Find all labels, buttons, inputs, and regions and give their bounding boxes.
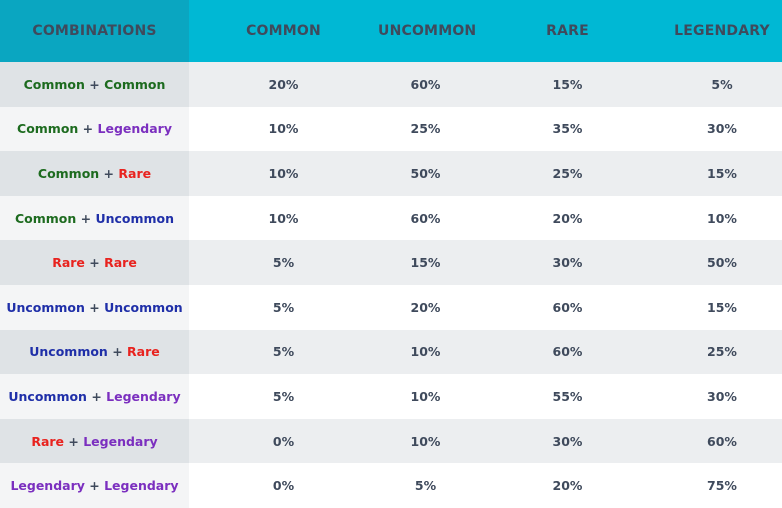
combination-second-rarity: Legendary	[104, 478, 179, 494]
combination-first-rarity: Uncommon	[29, 344, 108, 360]
combination-second-rarity: Rare	[127, 344, 160, 360]
rare-chance-cell: 35%	[473, 106, 662, 152]
table-row: Common + Rare 10% 50% 25% 15%	[0, 151, 782, 196]
combination-cell: Common + Common	[0, 62, 189, 107]
combination-second-rarity: Rare	[104, 255, 137, 271]
common-chance-cell: 10%	[189, 106, 378, 152]
legendary-chance-cell: 25%	[662, 329, 782, 375]
table-row: Legendary + Legendary 0% 5% 20% 75%	[0, 463, 782, 508]
common-chance-cell: 5%	[189, 284, 378, 330]
common-chance-cell: 10%	[189, 151, 378, 196]
common-chance-cell: 20%	[189, 62, 378, 107]
combination-first-rarity: Legendary	[10, 478, 85, 494]
combination-cell: Common + Rare	[0, 151, 189, 196]
rare-chance-cell: 20%	[473, 195, 662, 241]
combination-second-rarity: Legendary	[106, 388, 181, 404]
legendary-chance-cell: 30%	[662, 106, 782, 152]
combination-first-rarity: Uncommon	[8, 388, 87, 404]
combination-first-rarity: Common	[17, 121, 79, 137]
common-chance-cell: 10%	[189, 195, 378, 241]
uncommon-chance-cell: 5%	[378, 463, 473, 508]
rare-chance-cell: 60%	[473, 284, 662, 330]
header-legendary: LEGENDARY	[662, 0, 782, 62]
combination-cell: Uncommon + Legendary	[0, 374, 189, 419]
combination-cell: Uncommon + Rare	[0, 329, 189, 375]
combination-cell: Rare + Legendary	[0, 418, 189, 464]
combination-cell: Uncommon + Uncommon	[0, 284, 189, 330]
legendary-chance-cell: 10%	[662, 195, 782, 241]
rare-chance-cell: 15%	[473, 62, 662, 107]
combination-first-rarity: Common	[23, 76, 85, 92]
combination-first-rarity: Rare	[31, 433, 65, 449]
table-row: Rare + Rare 5% 15% 30% 50%	[0, 240, 782, 285]
table-body: Common + Common 20% 60% 15% 5% Common + Legen…	[0, 62, 782, 508]
table-row: Uncommon + Uncommon 5% 20% 60% 15%	[0, 284, 782, 330]
rare-chance-cell: 30%	[473, 418, 662, 464]
combination-second-rarity: Rare	[118, 165, 152, 181]
header-rare: RARE	[473, 0, 662, 62]
rare-chance-cell: 55%	[473, 374, 662, 419]
table-row: Uncommon + Legendary 5% 10% 55% 30%	[0, 374, 782, 419]
table-row: Rare + Legendary 0% 10% 30% 60%	[0, 418, 782, 464]
combination-plus: +	[84, 299, 105, 315]
combination-cell: Rare + Rare	[0, 240, 189, 285]
combination-first-rarity: Common	[37, 165, 100, 181]
combination-second-rarity: Legendary	[97, 121, 172, 137]
combination-plus: +	[84, 478, 105, 494]
table-row: Common + Common 20% 60% 15% 5%	[0, 62, 782, 107]
legendary-chance-cell: 30%	[662, 374, 782, 419]
rare-chance-cell: 20%	[473, 463, 662, 508]
combination-plus: +	[107, 344, 128, 360]
uncommon-chance-cell: 25%	[378, 106, 473, 152]
legendary-chance-cell: 15%	[662, 151, 782, 196]
uncommon-chance-cell: 60%	[378, 62, 473, 107]
table-row: Common + Legendary 10% 25% 35% 30%	[0, 106, 782, 152]
legendary-chance-cell: 15%	[662, 284, 782, 330]
table-header: COMBINATIONS COMMON UNCOMMON RARE LEGEND…	[0, 0, 782, 62]
common-chance-cell: 0%	[189, 418, 378, 464]
rare-chance-cell: 60%	[473, 329, 662, 375]
table-row: Common + Uncommon 10% 60% 20% 10%	[0, 195, 782, 241]
combination-plus: +	[78, 121, 98, 137]
uncommon-chance-cell: 15%	[378, 240, 473, 285]
header-uncommon: UNCOMMON	[378, 0, 476, 62]
header-common: COMMON	[189, 0, 378, 62]
header-row: COMBINATIONS COMMON UNCOMMON RARE LEGEND…	[0, 0, 782, 62]
combination-cell: Common + Legendary	[0, 106, 189, 152]
combination-plus: +	[84, 255, 105, 271]
uncommon-chance-cell: 50%	[378, 151, 473, 196]
combination-cell: Legendary + Legendary	[0, 463, 189, 508]
combination-first-rarity: Rare	[52, 255, 85, 271]
combination-second-rarity: Common	[104, 76, 166, 92]
combination-second-rarity: Legendary	[83, 433, 158, 449]
combination-plus: +	[64, 433, 84, 449]
common-chance-cell: 5%	[189, 374, 378, 419]
legendary-chance-cell: 5%	[662, 62, 782, 107]
combination-second-rarity: Uncommon	[95, 210, 175, 226]
uncommon-chance-cell: 10%	[378, 329, 473, 375]
legendary-chance-cell: 50%	[662, 240, 782, 285]
uncommon-chance-cell: 20%	[378, 284, 473, 330]
combination-second-rarity: Uncommon	[104, 299, 183, 315]
combination-plus: +	[86, 388, 107, 404]
legendary-chance-cell: 60%	[662, 418, 782, 464]
uncommon-chance-cell: 10%	[378, 374, 473, 419]
combination-plus: +	[99, 165, 119, 181]
combination-plus: +	[76, 210, 96, 226]
uncommon-chance-cell: 60%	[378, 195, 473, 241]
table-row: Uncommon + Rare 5% 10% 60% 25%	[0, 329, 782, 375]
legendary-chance-cell: 75%	[662, 463, 782, 508]
combination-cell: Common + Uncommon	[0, 195, 189, 241]
rare-chance-cell: 30%	[473, 240, 662, 285]
common-chance-cell: 0%	[189, 463, 378, 508]
combination-first-rarity: Common	[14, 210, 77, 226]
combination-plus: +	[84, 76, 105, 92]
common-chance-cell: 5%	[189, 240, 378, 285]
rare-chance-cell: 25%	[473, 151, 662, 196]
common-chance-cell: 5%	[189, 329, 378, 375]
header-combinations: COMBINATIONS	[0, 0, 189, 62]
uncommon-chance-cell: 10%	[378, 418, 473, 464]
combination-first-rarity: Uncommon	[6, 299, 85, 315]
